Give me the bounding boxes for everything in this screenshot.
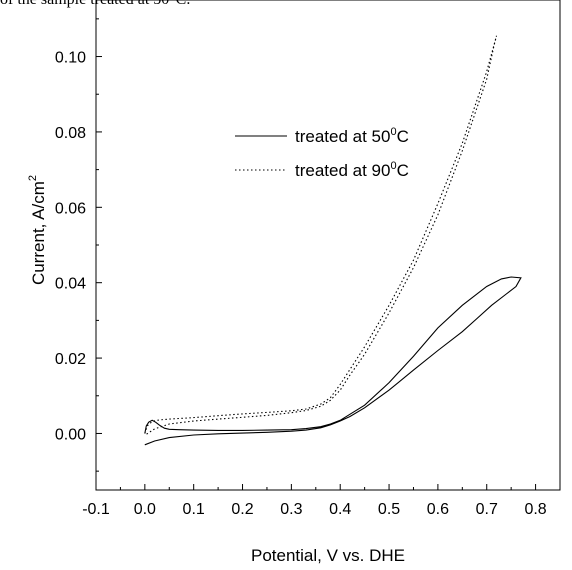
x-tick-label: 0.1 [183, 501, 205, 518]
y-axis-label-sup: 2 [27, 175, 39, 181]
y-tick-label: 0.00 [55, 426, 86, 443]
x-tick-label: 0.8 [524, 501, 546, 518]
series-line-treated-50 [144, 276, 522, 446]
plot-frame-group [95, 0, 561, 491]
legend-entry-treated-90: treated at 900C [295, 160, 409, 180]
x-tick-label: -0.1 [82, 501, 110, 518]
legend-label-suffix-treated-90: C [397, 161, 409, 180]
x-tick-label: 0.0 [134, 501, 156, 518]
x-axis-label: Potential, V vs. DHE [251, 546, 405, 565]
y-tick-label: 0.04 [55, 276, 86, 293]
series-line-treated-90 [144, 35, 498, 436]
x-tick-label: 0.7 [476, 501, 498, 518]
legend-label-suffix-treated-50: C [397, 127, 409, 146]
series-group [144, 35, 522, 446]
caption-fragment: of the sample treated at 50°C. [0, 0, 190, 9]
y-tick-label: 0.06 [55, 200, 86, 217]
legend-label-sup-treated-90: 0 [390, 160, 396, 172]
y-tick-label: 0.02 [55, 351, 86, 368]
legend: treated at 500C treated at 900C [235, 126, 409, 180]
y-axis-label: Current, A/cm2 [27, 175, 49, 285]
y-axis-label-main: Current, A/cm [29, 181, 48, 285]
legend-label-treated-50: treated at 50 [295, 127, 390, 146]
y-tick-label: 0.10 [55, 50, 86, 67]
x-tick-label: 0.6 [427, 501, 449, 518]
legend-label-sup-treated-50: 0 [390, 126, 396, 138]
legend-label-treated-90: treated at 90 [295, 161, 390, 180]
x-tick-label: 0.3 [280, 501, 302, 518]
legend-entry-treated-50: treated at 500C [295, 126, 409, 146]
x-tick-label: 0.2 [231, 501, 253, 518]
plot-frame [95, 0, 561, 491]
ticks-group: -0.1 0.0 0.1 0.2 0.3 0.4 0.5 0.6 0.7 0.8 0.00 0.02 0… [55, 18, 547, 518]
x-tick-label: 0.5 [378, 501, 400, 518]
y-tick-label: 0.08 [55, 125, 86, 142]
x-tick-label: 0.4 [329, 501, 351, 518]
